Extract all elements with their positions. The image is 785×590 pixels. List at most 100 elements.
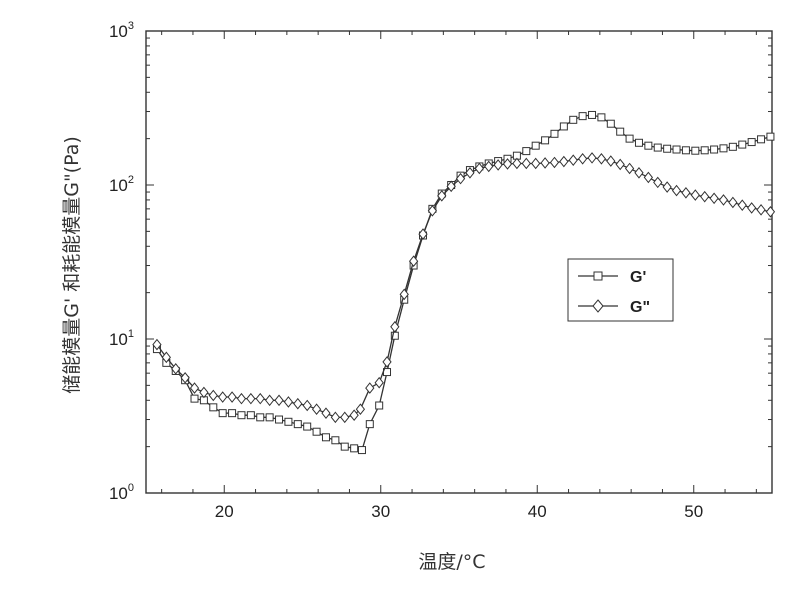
data-point-diamond [521,157,531,170]
data-point-diamond [512,157,522,170]
data-point-square [228,409,237,418]
data-point-diamond [274,394,284,407]
data-point-square [672,145,681,154]
data-point-diamond [427,204,438,217]
data-point-diamond [218,391,228,403]
series-line-1 [156,157,771,418]
data-point-square [691,146,700,155]
data-point-diamond [437,190,447,202]
data-point-diamond [728,196,738,209]
x-axis-title: 温度/°C [418,551,485,573]
data-point-square [578,112,587,121]
legend-box [567,258,674,322]
legend-square-marker [593,271,603,281]
data-point-diamond [330,411,341,424]
data-point-diamond [455,172,466,185]
data-point-diamond [321,407,331,419]
data-point-square [663,144,672,153]
data-point-diamond [681,186,691,199]
data-point-square [728,142,737,151]
data-point-square [312,427,321,436]
data-point-square [209,403,218,412]
data-point-diamond [382,356,392,368]
data-point-diamond [474,162,484,175]
data-point-diamond [465,167,475,179]
data-point-square [559,122,568,131]
data-point-square [766,132,775,141]
data-point-diamond [709,192,719,205]
data-point-square [350,444,359,453]
data-point-square [522,147,531,156]
data-point-square [237,411,246,420]
data-point-square [747,138,756,147]
y-tick-label: 101 [109,328,134,349]
data-point-diamond [246,392,256,405]
data-point-square [597,113,606,122]
data-point-diamond [302,399,312,412]
data-point-diamond [671,184,682,197]
data-point-square [256,413,265,422]
data-point-diamond [643,171,654,184]
data-point-diamond [446,180,456,193]
data-point-diamond [559,155,569,168]
data-point-square [531,141,540,150]
data-point-diamond [208,389,218,402]
data-point-diamond [540,157,550,169]
data-point-square [616,127,625,136]
y-tick-label: 100 [109,482,134,503]
data-point-square [375,401,384,410]
data-point-diamond [349,409,359,422]
data-point-square [357,446,366,455]
data-point-diamond [365,382,375,394]
y-tick-label: 103 [109,20,134,41]
x-tick-label: 40 [528,502,547,521]
data-point-diamond [493,159,503,171]
legend-label-g-prime: G' [630,269,646,286]
data-point-square [588,110,597,119]
data-point-square [681,146,690,155]
data-point-diamond [568,154,578,166]
data-point-diamond [615,158,625,171]
data-point-diamond [180,371,190,384]
data-point-diamond [152,338,162,351]
data-point-square [634,138,643,147]
legend: G' G" [567,258,674,322]
data-point-diamond [374,376,384,389]
data-point-diamond [189,382,200,394]
data-point-diamond [161,351,171,364]
data-point-square [757,135,766,144]
data-point-diamond [587,152,597,164]
data-point-diamond [596,152,607,165]
x-tick-label: 50 [684,502,703,521]
data-point-square [710,145,719,154]
data-point-square [293,420,302,429]
data-point-square [569,115,578,124]
data-point-diamond [311,403,322,416]
data-point-diamond [484,160,494,173]
data-point-diamond [653,176,663,189]
data-point-square [550,129,559,138]
data-point-diamond [227,391,237,403]
data-point-square [303,422,312,431]
data-point-square [719,144,728,153]
data-point-diamond [747,202,757,214]
data-point-diamond [624,162,635,175]
data-point-diamond [690,189,700,201]
x-tick-label: 20 [215,502,234,521]
data-point-diamond [700,190,710,203]
data-point-diamond [283,396,294,408]
data-point-diamond [390,321,400,333]
data-point-square [653,143,662,152]
data-point-diamond [399,288,409,301]
data-point-square [218,409,227,418]
y-tick-label: 102 [109,174,134,195]
data-point-square [625,134,634,143]
data-point-diamond [737,199,747,211]
plot-frame [145,30,773,494]
data-point-diamond [236,392,247,405]
data-point-diamond [606,155,616,167]
data-point-diamond [255,392,265,405]
data-point-square [284,417,293,426]
data-point-diamond [171,363,181,375]
